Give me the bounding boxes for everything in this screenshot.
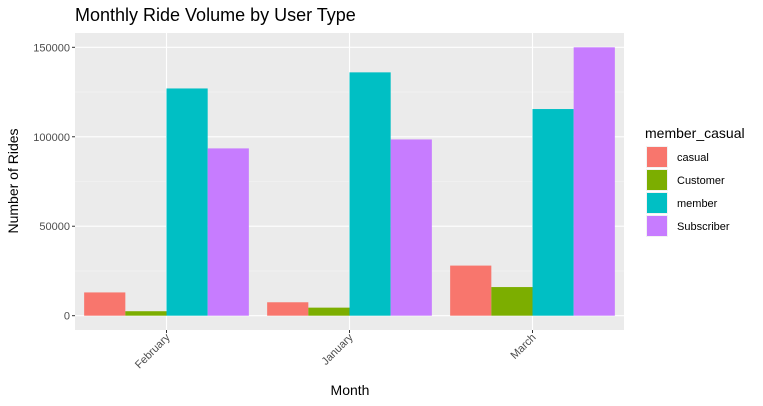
x-tick-label: January	[319, 331, 356, 368]
y-tick-label: 150000	[33, 42, 70, 54]
legend-label: Customer	[677, 175, 725, 187]
legend: member_casual casual Customer member Subscr…	[645, 125, 745, 237]
y-tick-label: 100000	[33, 132, 70, 144]
legend-title: member_casual	[645, 125, 745, 141]
x-axis-title: Month	[331, 382, 370, 398]
x-tick-label: February	[133, 331, 173, 371]
bar-customer-january	[308, 307, 350, 316]
bar-customer-february	[125, 311, 167, 316]
legend-label: casual	[677, 152, 709, 164]
legend-label: Subscriber	[677, 221, 730, 233]
bar-casual-february	[84, 292, 126, 316]
y-tick-label: 0	[64, 311, 70, 323]
bar-member-january	[349, 72, 391, 316]
bar-member-february	[166, 88, 208, 316]
bars	[84, 47, 615, 316]
chart-title: Monthly Ride Volume by User Type	[75, 5, 356, 25]
bar-subscriber-january	[390, 139, 432, 316]
legend-swatch-subscriber	[647, 216, 667, 236]
legend-swatch-member	[647, 193, 667, 213]
bar-subscriber-march	[573, 47, 615, 316]
legend-swatch-customer	[647, 170, 667, 190]
bar-member-march	[532, 109, 574, 316]
bar-casual-january	[267, 302, 309, 316]
bar-casual-march	[450, 265, 492, 316]
bar-customer-march	[491, 287, 533, 316]
x-tick-label: March	[509, 332, 539, 362]
legend-swatch-casual	[647, 147, 667, 167]
bar-subscriber-february	[207, 148, 249, 316]
x-axis: February January March	[133, 330, 539, 371]
y-axis: 0 50000 100000 150000	[33, 42, 75, 323]
y-tick-label: 50000	[39, 221, 70, 233]
legend-label: member	[677, 198, 718, 210]
y-axis-title: Number of Rides	[5, 128, 21, 233]
